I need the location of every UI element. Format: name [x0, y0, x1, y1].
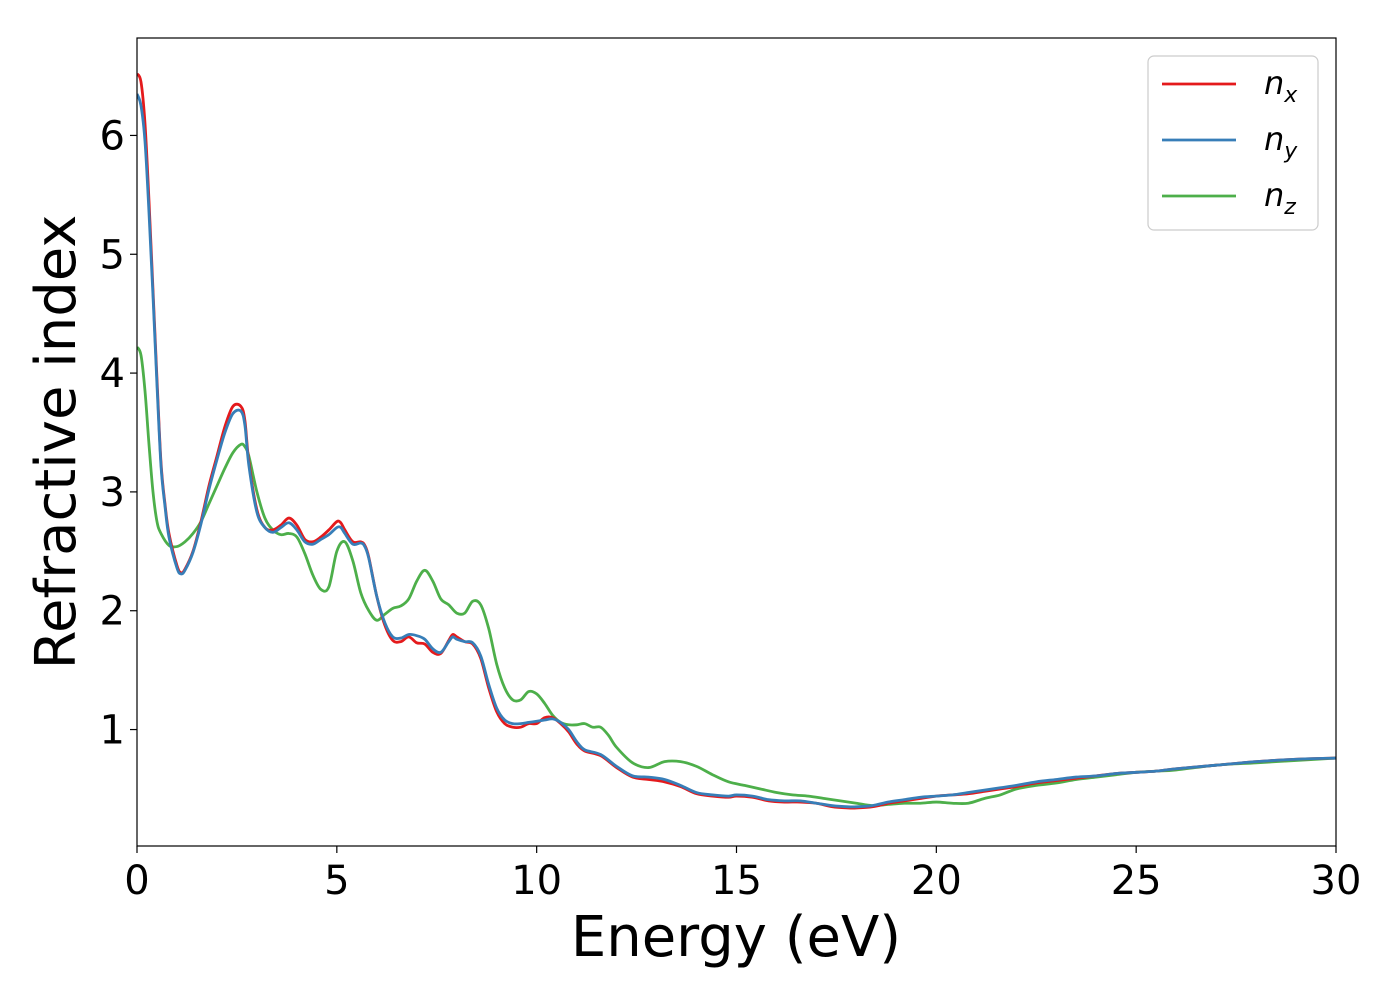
- x-tick-label: 30: [1311, 858, 1362, 904]
- series-layer: [137, 72, 1336, 810]
- legend-label-x: nx: [1264, 64, 1298, 108]
- plot-area: [136, 37, 1337, 847]
- x-axis: 0 5 10 15 20 25 30: [124, 846, 1361, 904]
- x-axis-label: Energy (eV): [571, 905, 901, 970]
- x-tick-label: 5: [324, 858, 349, 904]
- series-line-z: [137, 346, 1336, 808]
- y-tick-label: 4: [100, 351, 125, 397]
- x-tick-label: 15: [711, 858, 762, 904]
- y-tick-label: 2: [100, 589, 125, 635]
- y-tick-label: 6: [100, 113, 125, 159]
- y-tick-label: 5: [100, 232, 125, 278]
- x-tick-label: 20: [911, 858, 962, 904]
- x-tick-label: 10: [511, 858, 562, 904]
- y-axis-label: Refractive index: [24, 215, 89, 670]
- legend: nx ny nz: [1147, 55, 1319, 231]
- x-tick-label: 0: [124, 858, 149, 904]
- x-tick-label: 25: [1111, 858, 1162, 904]
- y-tick-label: 1: [100, 708, 125, 754]
- legend-label-z: nz: [1264, 176, 1296, 220]
- legend-frame: [1147, 55, 1319, 231]
- series-line-y: [137, 93, 1336, 809]
- y-tick-label: 3: [100, 470, 125, 516]
- legend-label-y: ny: [1264, 120, 1298, 164]
- y-axis: 1 2 3 4 5 6: [100, 113, 137, 754]
